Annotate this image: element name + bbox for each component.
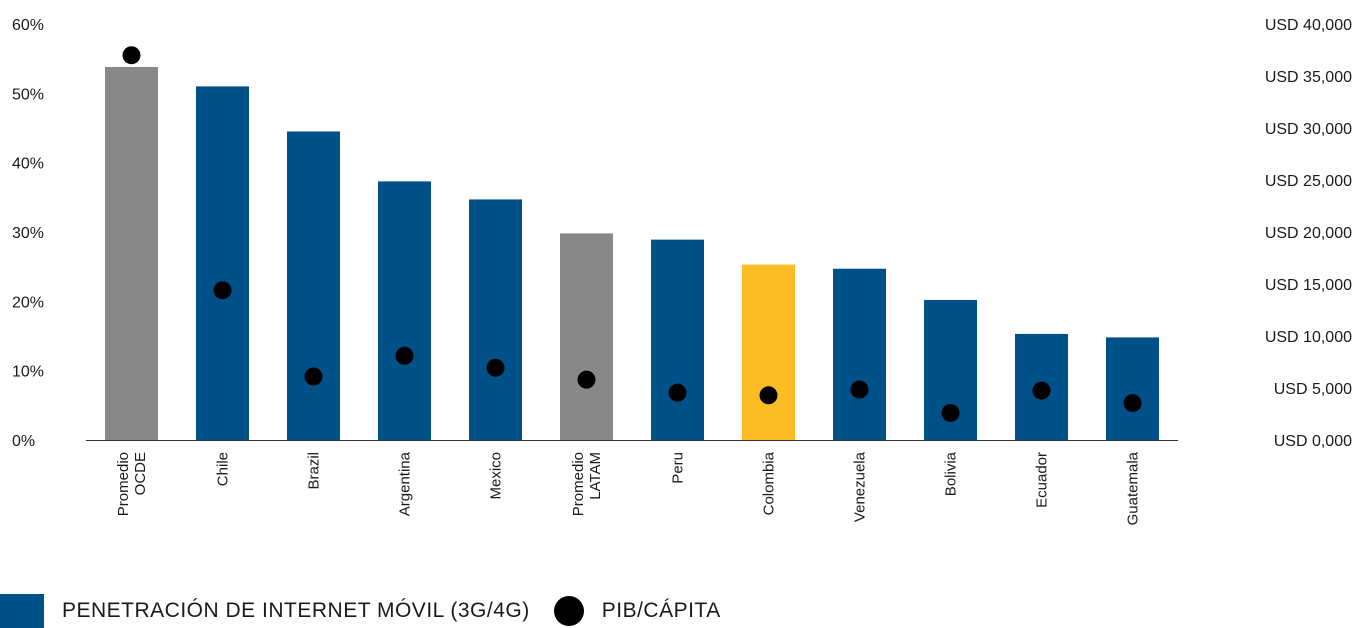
y-right-tick-label: USD 35,000 [1265, 69, 1352, 86]
x-tick-label: Guatemala [1125, 451, 1142, 525]
y-left-tick-label: 10% [12, 364, 44, 381]
legend-dot-marker [553, 596, 584, 626]
bar [378, 181, 431, 441]
bar [469, 199, 522, 440]
bar [1106, 337, 1159, 440]
x-tick-label: Colombia [761, 451, 778, 515]
x-tick-label: Argentina [397, 451, 414, 516]
x-tick-label: Ecuador [1034, 452, 1051, 508]
dot-point [1032, 381, 1051, 400]
y-right-tick-label: USD 25,000 [1265, 173, 1352, 190]
y-left-tick-label: 50% [12, 86, 44, 103]
y-right-tick-label: USD 30,000 [1265, 121, 1352, 138]
dot-point [1123, 394, 1142, 413]
dot-point [668, 383, 687, 402]
x-tick-label: Brazil [306, 452, 323, 490]
bar [742, 264, 795, 440]
y-left-tick-label: 40% [12, 156, 44, 173]
legend-bar-swatch [0, 594, 44, 628]
dot-point [941, 403, 960, 422]
combo-chart: 0% 10% 20% 30% 40% 50% 60% USD 0,000 USD 5,000 US… [12, 17, 1352, 525]
dot-point [304, 367, 323, 386]
y-left-tick-label: 20% [12, 294, 44, 311]
dot-point [486, 358, 505, 377]
bar [196, 86, 249, 441]
x-tick-label: Peru [670, 452, 687, 484]
bar [651, 239, 704, 440]
y-right-tick-label: USD 10,000 [1265, 329, 1352, 346]
legend: PENETRACIÓN DE INTERNET MÓVIL (3G/4G) PI… [0, 594, 721, 628]
y-right-tick-label: USD 40,000 [1265, 17, 1352, 34]
bar [833, 268, 886, 440]
y-left-tick-label: 60% [12, 17, 44, 34]
dot-point [759, 386, 778, 405]
dot-point [213, 281, 232, 300]
y-right-tick-label: USD 20,000 [1265, 225, 1352, 242]
y-right-tick-label: USD 0,000 [1274, 433, 1352, 450]
dot-point [122, 46, 141, 65]
legend-bar-label: PENETRACIÓN DE INTERNET MÓVIL (3G/4G) [62, 599, 530, 622]
bar [105, 66, 158, 440]
dot-point [850, 380, 869, 399]
x-tick-label: Venezuela [852, 451, 869, 522]
y-left-tick-label: 30% [12, 225, 44, 242]
y-right-tick-label: USD 5,000 [1274, 381, 1352, 398]
bar [287, 131, 340, 440]
y-right-tick-label: USD 15,000 [1265, 277, 1352, 294]
y-left-tick-label: 0% [12, 433, 35, 450]
dot-point [577, 370, 596, 389]
dot-point [395, 346, 414, 365]
x-tick-label: PromedioOCDE [115, 452, 149, 516]
legend-dot-label: PIB/CÁPITA [601, 599, 721, 622]
x-tick-label: Bolivia [943, 451, 960, 496]
x-tick-label: PromedioLATAM [570, 452, 604, 516]
x-tick-label: Mexico [488, 452, 505, 500]
x-tick-label: Chile [215, 452, 232, 486]
bar [560, 233, 613, 440]
